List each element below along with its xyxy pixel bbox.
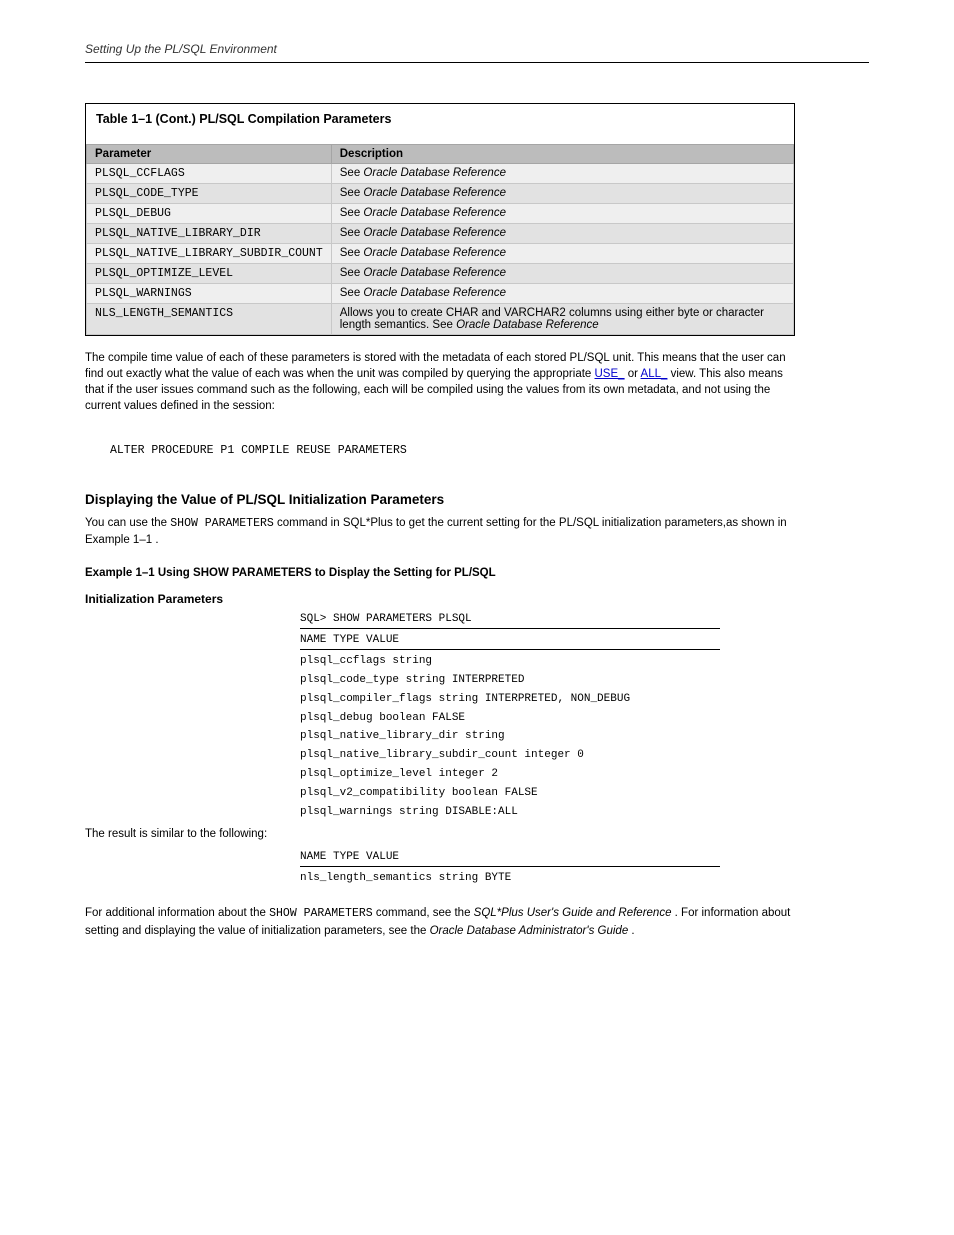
param-desc: See Oracle Database Reference [331, 244, 793, 264]
param-name: PLSQL_CCFLAGS [87, 164, 332, 184]
code-line: plsql_compiler_flags string INTERPRETED,… [300, 692, 815, 707]
code-line: SQL> SHOW PARAMETERS PLSQL [300, 612, 720, 629]
param-name: PLSQL_OPTIMIZE_LEVEL [87, 264, 332, 284]
param-name: PLSQL_NATIVE_LIBRARY_SUBDIR_COUNT [87, 244, 332, 264]
result-line: nls_length_semantics string BYTE [300, 871, 869, 886]
section-heading: Displaying the Value of PL/SQL Initializ… [85, 492, 869, 507]
param-desc: See Oracle Database Reference [331, 204, 793, 224]
col-header-parameter: Parameter [87, 145, 332, 164]
param-desc: See Oracle Database Reference [331, 184, 793, 204]
table-header-row: Parameter Description [87, 145, 794, 164]
param-desc: See Oracle Database Reference [331, 264, 793, 284]
table-row: PLSQL_NATIVE_LIBRARY_SUBDIR_COUNTSee Ora… [87, 244, 794, 264]
table-row: PLSQL_CODE_TYPESee Oracle Database Refer… [87, 184, 794, 204]
param-desc: Allows you to create CHAR and VARCHAR2 c… [331, 304, 793, 335]
result-label: The result is similar to the following: [85, 828, 795, 840]
note-paragraph: The compile time value of each of these … [85, 350, 795, 414]
pr-text2: command, see the [376, 907, 474, 919]
p1-example-ref: Example 1–1 [85, 534, 152, 546]
param-desc: See Oracle Database Reference [331, 224, 793, 244]
table-row: PLSQL_DEBUGSee Oracle Database Reference [87, 204, 794, 224]
pr-ref1: SQL*Plus User's Guide and Reference [474, 907, 672, 919]
table: Parameter Description PLSQL_CCFLAGSSee O… [86, 144, 794, 335]
alter-command: ALTER PROCEDURE P1 COMPILE REUSE PARAMET… [85, 442, 795, 459]
table-row: PLSQL_CCFLAGSSee Oracle Database Referen… [87, 164, 794, 184]
result-line: NAME TYPE VALUE [300, 850, 720, 867]
table-row: PLSQL_NATIVE_LIBRARY_DIRSee Oracle Datab… [87, 224, 794, 244]
section-paragraph-1: You can use the SHOW PARAMETERS command … [85, 515, 795, 550]
note-text-2: or [628, 368, 641, 380]
pr-text1: For additional information about the [85, 907, 269, 919]
param-desc: See Oracle Database Reference [331, 284, 793, 304]
p1-text1: You can use the [85, 517, 170, 529]
code-line: NAME TYPE VALUE [300, 633, 720, 650]
result-block: NAME TYPE VALUE nls_length_semantics stri… [85, 850, 869, 886]
code-block: SQL> SHOW PARAMETERS PLSQL NAME TYPE VALU… [85, 612, 815, 819]
param-name: PLSQL_CODE_TYPE [87, 184, 332, 204]
table-row: PLSQL_OPTIMIZE_LEVELSee Oracle Database … [87, 264, 794, 284]
p1-text3: . [155, 534, 158, 546]
p1-text2: command in SQL*Plus to get the current s… [277, 517, 787, 529]
table-row: PLSQL_WARNINGSSee Oracle Database Refere… [87, 284, 794, 304]
example-label: Example 1–1 Using SHOW PARAMETERS to Dis… [85, 567, 496, 579]
code-line: plsql_warnings string DISABLE:ALL [300, 805, 815, 820]
param-name: PLSQL_NATIVE_LIBRARY_DIR [87, 224, 332, 244]
code-line: plsql_ccflags string [300, 654, 815, 669]
header-text: Setting Up the PL/SQL Environment [85, 42, 277, 56]
link-all[interactable]: ALL_ [641, 368, 668, 380]
pr-ref2: Oracle Database Administrator's Guide [430, 925, 629, 937]
parameters-table: Table 1–1 (Cont.) PL/SQL Compilation Par… [85, 103, 795, 336]
p1-code: SHOW PARAMETERS [170, 517, 274, 530]
link-use[interactable]: USE_ [595, 368, 625, 380]
table-title: Table 1–1 (Cont.) PL/SQL Compilation Par… [86, 104, 794, 144]
table-row: NLS_LENGTH_SEMANTICSAllows you to create… [87, 304, 794, 335]
param-desc: See Oracle Database Reference [331, 164, 793, 184]
code-line: plsql_v2_compatibility boolean FALSE [300, 786, 815, 801]
code-line: plsql_native_library_subdir_count intege… [300, 748, 815, 763]
param-name: NLS_LENGTH_SEMANTICS [87, 304, 332, 335]
section-subheading: Initialization Parameters [85, 592, 869, 606]
code-line: plsql_optimize_level integer 2 [300, 767, 815, 782]
param-name: PLSQL_WARNINGS [87, 284, 332, 304]
code-line: plsql_code_type string INTERPRETED [300, 673, 815, 688]
pr-code: SHOW PARAMETERS [269, 907, 373, 920]
pr-period: . [631, 925, 634, 937]
page-header: Setting Up the PL/SQL Environment [85, 40, 869, 63]
param-name: PLSQL_DEBUG [87, 204, 332, 224]
code-line: plsql_native_library_dir string [300, 729, 815, 744]
post-result-paragraph: For additional information about the SHO… [85, 905, 795, 940]
code-line: plsql_debug boolean FALSE [300, 711, 815, 726]
col-header-description: Description [331, 145, 793, 164]
